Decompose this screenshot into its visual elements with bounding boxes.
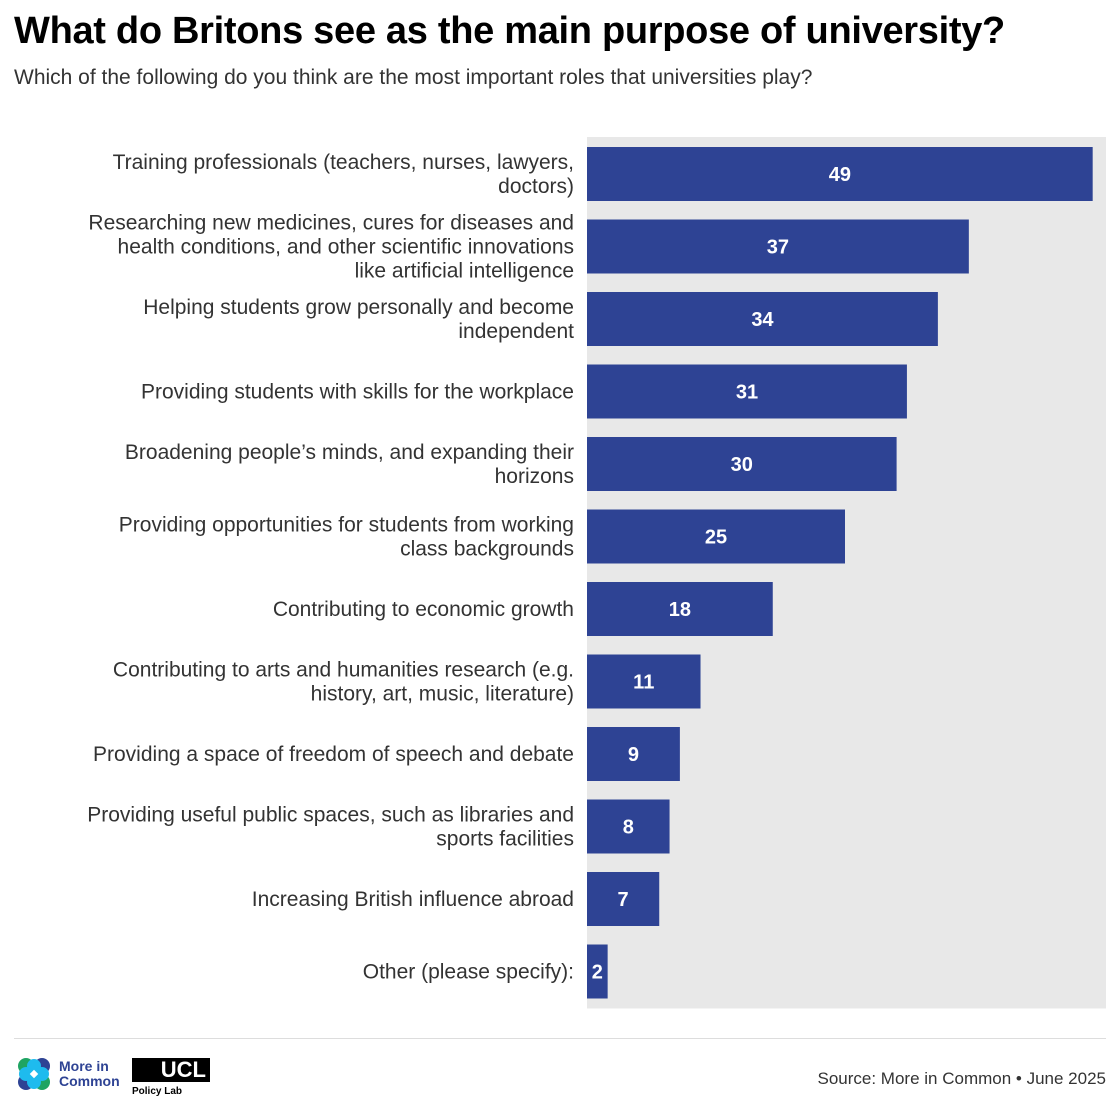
source-note: Source: More in Common • June 2025 bbox=[817, 1069, 1107, 1088]
category-label-line: doctors) bbox=[498, 175, 574, 198]
category-label-line: sports facilities bbox=[436, 828, 574, 851]
data-label: 37 bbox=[767, 237, 789, 259]
data-label: 11 bbox=[633, 672, 654, 694]
category-label: Contributing to arts and humanities rese… bbox=[113, 659, 574, 706]
chart-title: What do Britons see as the main purpose … bbox=[14, 10, 1005, 52]
data-label: 30 bbox=[731, 454, 753, 476]
ucl-logo-box: UCL bbox=[132, 1058, 210, 1082]
bar bbox=[587, 147, 1093, 201]
data-label: 25 bbox=[705, 527, 727, 549]
category-label-line: Providing a space of freedom of speech a… bbox=[93, 743, 574, 766]
category-label-line: Providing opportunities for students fro… bbox=[119, 514, 574, 537]
category-label-line: Helping students grow personally and bec… bbox=[143, 296, 574, 319]
category-label-line: Researching new medicines, cures for dis… bbox=[88, 212, 574, 235]
category-label-line: Training professionals (teachers, nurses… bbox=[113, 151, 574, 174]
ucl-policy-lab-logo: UCL Policy Lab bbox=[132, 1058, 210, 1097]
category-label-line: Providing useful public spaces, such as … bbox=[87, 804, 574, 827]
logo-text-line: More in bbox=[59, 1058, 109, 1074]
data-label: 31 bbox=[736, 382, 758, 404]
category-label: Training professionals (teachers, nurses… bbox=[113, 151, 574, 198]
data-label: 2 bbox=[592, 962, 603, 984]
category-label-line: Other (please specify): bbox=[363, 961, 574, 984]
bar bbox=[587, 509, 845, 564]
category-label: Providing opportunities for students fro… bbox=[119, 514, 574, 561]
data-label: 34 bbox=[751, 309, 774, 331]
category-label: Broadening people’s minds, and expanding… bbox=[125, 441, 574, 488]
data-label: 18 bbox=[669, 599, 691, 621]
category-label-line: horizons bbox=[495, 465, 574, 488]
bar-chart: 49 Training professionals (teachers, nurs… bbox=[87, 137, 1106, 1009]
bar bbox=[587, 944, 608, 999]
bar bbox=[587, 654, 701, 709]
category-label: Other (please specify): bbox=[363, 961, 574, 984]
footer-divider bbox=[14, 1038, 1106, 1039]
data-label: 8 bbox=[623, 817, 634, 839]
data-label: 9 bbox=[628, 744, 639, 766]
category-label-line: like artificial intelligence bbox=[355, 260, 574, 283]
category-label: Increasing British influence abroad bbox=[252, 888, 574, 911]
data-label: 49 bbox=[829, 164, 851, 186]
category-label-line: Contributing to economic growth bbox=[273, 598, 574, 621]
category-label-line: Providing students with skills for the w… bbox=[141, 381, 574, 404]
more-in-common-logo-icon bbox=[18, 1058, 50, 1090]
category-label: Researching new medicines, cures for dis… bbox=[88, 212, 574, 283]
category-label: Contributing to economic growth bbox=[273, 598, 574, 621]
bar bbox=[587, 727, 680, 781]
category-label: Providing useful public spaces, such as … bbox=[87, 804, 574, 851]
category-label: Helping students grow personally and bec… bbox=[143, 296, 574, 343]
plot-background bbox=[587, 137, 1106, 1009]
category-label: Providing students with skills for the w… bbox=[141, 381, 574, 404]
category-label-line: health conditions, and other scientific … bbox=[118, 236, 574, 259]
ucl-logo-subtitle: Policy Lab bbox=[132, 1086, 183, 1097]
category-label-line: Contributing to arts and humanities rese… bbox=[113, 659, 574, 682]
logo-text-line: Common bbox=[59, 1073, 120, 1089]
bar bbox=[587, 872, 660, 926]
category-label: Providing a space of freedom of speech a… bbox=[93, 743, 574, 766]
chart-subtitle: Which of the following do you think are … bbox=[14, 66, 813, 89]
bar bbox=[587, 799, 670, 854]
bar bbox=[587, 292, 938, 346]
bar bbox=[587, 364, 907, 419]
bar bbox=[587, 582, 773, 636]
bar bbox=[587, 219, 969, 274]
more-in-common-logo: More in Common bbox=[17, 1057, 120, 1091]
bar bbox=[587, 437, 897, 491]
category-label-line: history, art, music, literature) bbox=[311, 683, 574, 706]
data-label: 7 bbox=[618, 889, 629, 911]
category-label-line: independent bbox=[458, 320, 574, 343]
category-label-line: Broadening people’s minds, and expanding… bbox=[125, 441, 574, 464]
category-label-line: class backgrounds bbox=[400, 538, 574, 561]
more-in-common-logo-text: More in Common bbox=[59, 1059, 120, 1089]
category-label-line: Increasing British influence abroad bbox=[252, 888, 574, 911]
